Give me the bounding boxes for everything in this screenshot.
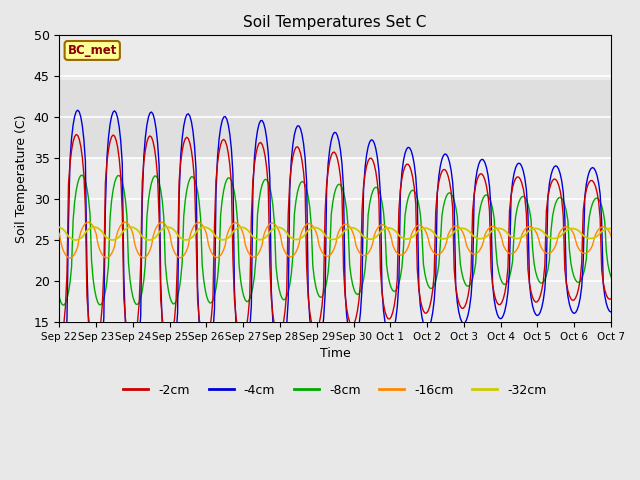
Legend: -2cm, -4cm, -8cm, -16cm, -32cm: -2cm, -4cm, -8cm, -16cm, -32cm <box>118 379 552 402</box>
X-axis label: Time: Time <box>320 347 351 360</box>
Title: Soil Temperatures Set C: Soil Temperatures Set C <box>243 15 427 30</box>
Text: BC_met: BC_met <box>68 44 117 57</box>
Bar <box>60 80 611 158</box>
Y-axis label: Soil Temperature (C): Soil Temperature (C) <box>15 114 28 243</box>
